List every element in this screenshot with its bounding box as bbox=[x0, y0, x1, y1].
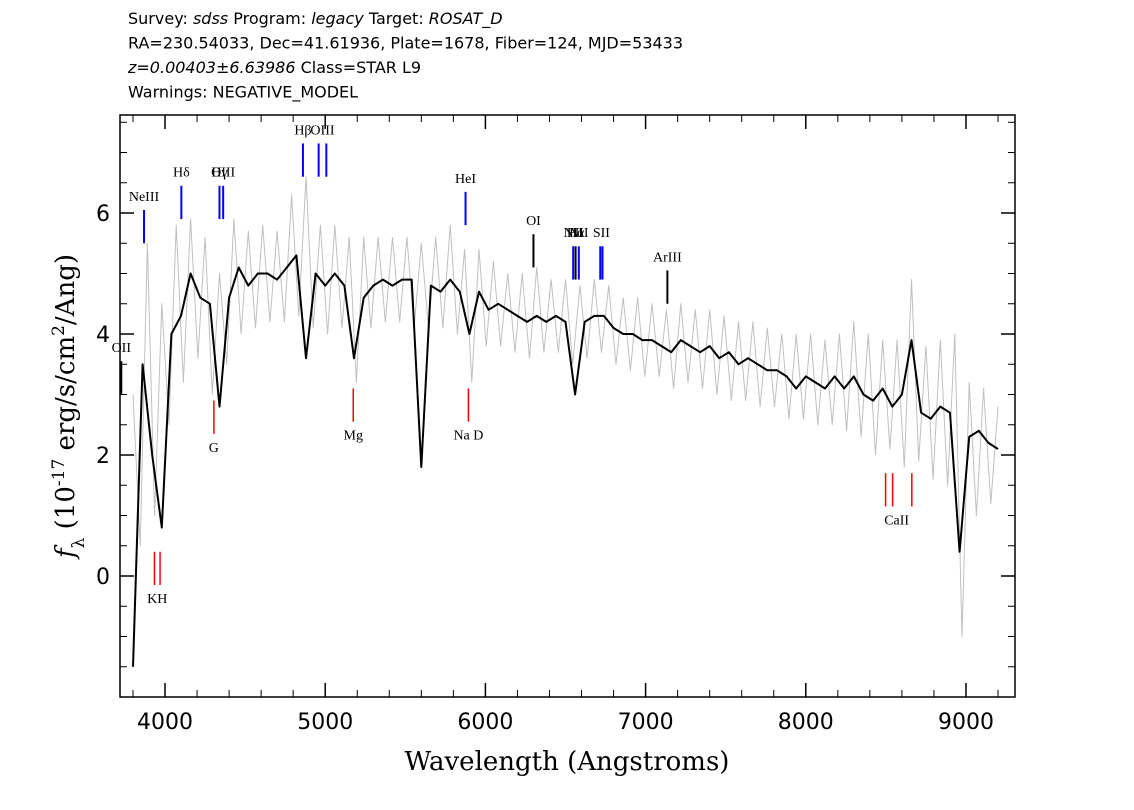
header-text: legacy bbox=[311, 9, 364, 28]
y-axis-title-part: /Ang) bbox=[51, 254, 81, 325]
x-tick-label: 4000 bbox=[137, 710, 193, 735]
emission-label: OIII bbox=[211, 166, 235, 181]
y-axis-title-part: λ bbox=[69, 537, 89, 548]
header-text: Program: bbox=[228, 9, 311, 28]
x-tick-label: 5000 bbox=[297, 710, 353, 735]
header-text: RA=230.54033, Dec=41.61936, Plate=1678, … bbox=[128, 34, 683, 53]
header-line: Survey: sdss Program: legacy Target: ROS… bbox=[128, 9, 503, 29]
header-text: z=0.00403±6.63986 bbox=[127, 58, 296, 77]
emission-label: NeIII bbox=[129, 190, 160, 205]
emission-label: HeI bbox=[455, 172, 476, 187]
header-text: Survey: bbox=[128, 9, 193, 28]
emission-label: Hα bbox=[567, 226, 585, 241]
absorption-label: G bbox=[209, 441, 219, 456]
header-text: Warnings: NEGATIVE_MODEL bbox=[128, 83, 358, 103]
plot-area bbox=[132, 176, 999, 667]
y-tick-label: 0 bbox=[96, 565, 110, 590]
absorption-label: Mg bbox=[344, 429, 363, 444]
spectrum-line bbox=[132, 176, 999, 637]
emission-label: Hδ bbox=[173, 166, 190, 181]
emission-label: NII bbox=[569, 226, 589, 241]
x-tick-label: 7000 bbox=[618, 710, 674, 735]
emission-label: OII bbox=[112, 341, 132, 356]
emission-label: SII bbox=[593, 226, 610, 241]
x-tick-label: 6000 bbox=[457, 710, 513, 735]
x-tick-label: 9000 bbox=[938, 710, 994, 735]
emission-label: OI bbox=[526, 214, 541, 229]
header-text: Target: bbox=[364, 9, 429, 28]
y-tick-label: 6 bbox=[96, 202, 110, 227]
header-text: ROSAT_D bbox=[429, 9, 503, 29]
absorption-label: KH bbox=[147, 592, 167, 607]
emission-label: ArIII bbox=[653, 250, 682, 265]
x-axis-title: Wavelength (Angstroms) bbox=[405, 747, 730, 777]
y-axis-title-part: 2 bbox=[49, 325, 69, 336]
y-axis-title-part: (10 bbox=[51, 486, 81, 538]
y-axis-title-part: -17 bbox=[49, 459, 69, 486]
header-text: Class=STAR L9 bbox=[296, 58, 422, 77]
emission-label: Hγ bbox=[211, 166, 227, 181]
y-axis-title-part: erg/s/cm bbox=[51, 336, 81, 459]
plot-frame bbox=[119, 114, 1016, 698]
emission-label: NII bbox=[563, 226, 583, 241]
header-line: z=0.00403±6.63986 Class=STAR L9 bbox=[127, 58, 421, 77]
header-line: RA=230.54033, Dec=41.61936, Plate=1678, … bbox=[128, 34, 683, 53]
absorption-label: Na D bbox=[453, 429, 483, 444]
spectrum-line bbox=[132, 254, 999, 667]
header-text: sdss bbox=[193, 9, 228, 28]
y-tick-label: 2 bbox=[96, 444, 110, 469]
x-tick-label: 8000 bbox=[778, 710, 834, 735]
y-axis-title: fλ (10-17 erg/s/cm2/Ang) bbox=[49, 254, 89, 560]
header-line: Warnings: NEGATIVE_MODEL bbox=[128, 83, 358, 103]
emission-label: OIII bbox=[310, 123, 334, 138]
emission-label: Hβ bbox=[294, 123, 311, 138]
absorption-label: CaII bbox=[884, 513, 909, 528]
y-tick-label: 4 bbox=[96, 323, 110, 348]
